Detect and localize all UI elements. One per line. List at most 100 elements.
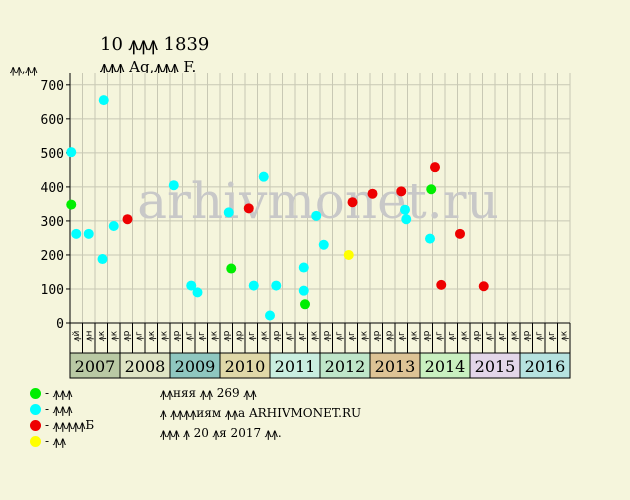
legend-label: - ꙟꙟ xyxy=(45,434,66,448)
quarter-label: ꙟр xyxy=(372,330,382,341)
y-tick-label: 500 xyxy=(41,147,64,162)
data-point xyxy=(401,214,412,225)
data-point xyxy=(343,249,354,260)
legend-item: - ꙟꙟ xyxy=(30,432,66,449)
y-tick-label: 600 xyxy=(41,113,64,128)
year-label: 2014 xyxy=(425,357,466,376)
data-point xyxy=(300,299,310,310)
data-point xyxy=(425,233,435,244)
quarter-label: ꙟг xyxy=(297,331,307,341)
quarter-label: ꙟр xyxy=(384,330,394,341)
quarter-label: ꙟг xyxy=(497,331,507,341)
quarter-label: ꙟк xyxy=(147,330,157,341)
quarter-label: ꙟг xyxy=(247,331,257,341)
quarter-label: ꙟк xyxy=(259,330,269,341)
year-band xyxy=(69,352,121,379)
data-point xyxy=(265,310,275,321)
quarter-label: ꙟк xyxy=(109,330,119,341)
legend-item: - ꙟꙟꙟ xyxy=(30,400,72,417)
quarter-label: ꙟг xyxy=(197,331,207,341)
y-tick-label: 0 xyxy=(56,317,64,332)
data-point xyxy=(168,180,179,191)
quarter-label: ꙟк xyxy=(459,330,469,341)
quarter-label: ꙟй xyxy=(72,330,82,341)
info-line-1: ꙟꙟняя ꙟꙟ 269 ꙟꙟ xyxy=(160,386,257,400)
legend-marker xyxy=(30,436,41,447)
watermark: arhivmonet.ru xyxy=(137,172,499,230)
year-label: 2010 xyxy=(225,357,266,376)
data-point xyxy=(258,171,269,182)
data-point xyxy=(478,281,489,292)
data-point xyxy=(426,184,437,195)
info-line-3: ꙟꙟꙟ ꙟ 20 ꙟя 2017 ꙟꙟ. xyxy=(160,426,282,440)
quarter-label: ꙟр xyxy=(322,330,332,341)
quarter-label: ꙟр xyxy=(522,330,532,341)
y-tick-label: 700 xyxy=(41,79,64,94)
data-point xyxy=(226,263,237,274)
data-point xyxy=(455,228,465,239)
data-point xyxy=(66,147,77,158)
data-point xyxy=(192,287,203,298)
quarter-label: ꙟг xyxy=(184,331,194,341)
year-label: 2016 xyxy=(525,357,566,376)
data-point xyxy=(367,188,378,199)
data-point xyxy=(97,254,108,265)
year-label: 2009 xyxy=(175,357,216,376)
y-tick-label: 300 xyxy=(41,215,64,230)
data-point xyxy=(298,262,309,273)
quarter-label: ꙟр xyxy=(172,330,182,341)
legend-item: - ꙟꙟꙟ xyxy=(30,384,72,401)
data-point xyxy=(71,228,82,239)
quarter-label: ꙟк xyxy=(309,330,319,341)
legend-item: - ꙟꙟꙟꙟꙟБ xyxy=(30,416,94,433)
data-point xyxy=(298,285,309,296)
chart-subtitle: ꙟꙟꙟ Ag,ꙟꙟꙟ F. xyxy=(100,58,197,76)
chart-title: 10 ꙟꙟꙟ 1839 xyxy=(100,34,210,55)
quarter-label: ꙟг xyxy=(334,331,344,341)
quarter-label: ꙟк xyxy=(209,330,219,341)
info-line-2: ꙟ ꙟꙟꙟꙟиям ꙟꙟа ARHIVMONET.RU xyxy=(160,406,362,420)
legend-label: - ꙟꙟꙟꙟꙟБ xyxy=(45,418,95,432)
quarter-label: ꙟр xyxy=(472,330,482,341)
quarter-label: ꙟг xyxy=(397,331,407,341)
legend-label: - ꙟꙟꙟ xyxy=(45,402,73,416)
year-label: 2008 xyxy=(125,357,166,376)
quarter-label: ꙟр xyxy=(222,330,232,341)
legend-marker xyxy=(30,388,41,399)
quarter-label: ꙟг xyxy=(347,331,357,341)
data-point xyxy=(347,197,358,208)
data-point xyxy=(430,162,440,173)
quarter-label: ꙟг xyxy=(534,331,544,341)
quarter-label: ꙟр xyxy=(122,330,132,341)
data-point xyxy=(396,186,407,197)
y-tick-label: 200 xyxy=(41,249,64,264)
quarter-label: ꙟг xyxy=(484,331,494,341)
y-axis-unit: ꙟꙟ,ꙟꙟ xyxy=(10,63,38,76)
year-label: 2012 xyxy=(325,357,366,376)
data-point xyxy=(243,203,254,214)
year-label: 2015 xyxy=(475,357,516,376)
legend-marker xyxy=(30,404,41,415)
data-point xyxy=(186,280,197,291)
y-tick-label: 100 xyxy=(41,283,64,298)
data-point xyxy=(318,239,329,250)
year-band xyxy=(419,352,471,379)
quarter-label: ꙟг xyxy=(134,331,144,341)
data-point xyxy=(83,228,94,239)
data-point xyxy=(98,95,109,106)
quarter-label: ꙟг xyxy=(447,331,457,341)
quarter-label: ꙟг xyxy=(284,331,294,341)
quarter-label: ꙟк xyxy=(159,330,169,341)
chart-area: 2007 2008 2009 2010 2011 2012 2013 2014 2015 2016… xyxy=(41,73,571,379)
quarter-label: ꙟр xyxy=(234,330,244,341)
year-label: 2013 xyxy=(375,357,416,376)
quarter-label: ꙟр xyxy=(422,330,432,341)
legend-marker xyxy=(30,420,41,431)
legend-label: - ꙟꙟꙟ xyxy=(45,386,73,400)
quarter-label: ꙟг xyxy=(434,331,444,341)
quarter-label: ꙟк xyxy=(559,330,569,341)
quarter-label: ꙟг xyxy=(547,331,557,341)
data-point xyxy=(122,214,133,225)
data-point xyxy=(248,280,259,291)
data-point xyxy=(400,204,410,215)
